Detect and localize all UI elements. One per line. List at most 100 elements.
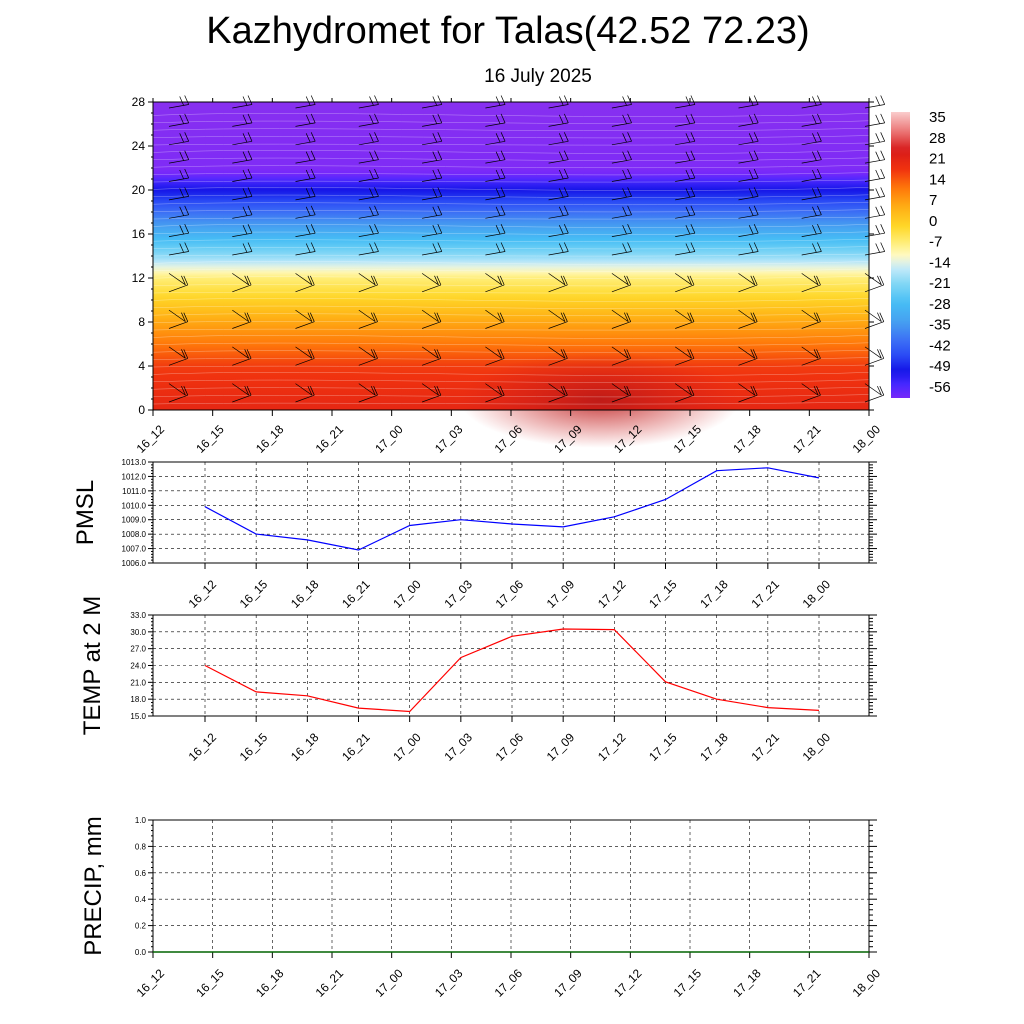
wind-barb bbox=[801, 214, 822, 219]
colorbar-label: 7 bbox=[929, 192, 937, 209]
wind-barb-flag bbox=[685, 169, 691, 180]
cross-section-panel: 0 4 8 12 16 20 24 28 16_12 16_15 16_18 16_21 17_00 17… bbox=[132, 95, 886, 456]
wind-barb-flag bbox=[753, 205, 759, 215]
wind-barb-flag bbox=[753, 168, 759, 179]
wind-barb-flag bbox=[369, 114, 374, 125]
contour-line bbox=[152, 268, 870, 272]
wind-barb bbox=[864, 177, 885, 182]
wind-barb bbox=[675, 394, 695, 403]
wind-barb bbox=[864, 321, 884, 329]
ytick-label: 24.0 bbox=[130, 662, 146, 671]
wind-barb-flag bbox=[560, 349, 566, 359]
colorbar-label: -7 bbox=[929, 234, 942, 251]
wind-barb-flag bbox=[880, 187, 886, 197]
wind-barb-flag bbox=[560, 312, 566, 322]
wind-barb bbox=[611, 273, 629, 286]
wind-barb-flag bbox=[246, 312, 252, 322]
wind-barb-flag bbox=[875, 225, 881, 235]
contour-line bbox=[152, 157, 870, 161]
wind-barb-flag bbox=[689, 386, 695, 396]
wind-barb bbox=[548, 309, 566, 322]
pmsl-xtick-label: 16_21 bbox=[339, 577, 373, 611]
wind-barb-flag bbox=[437, 242, 443, 252]
contour-line bbox=[152, 394, 870, 398]
wind-barb-flag bbox=[622, 225, 627, 235]
wind-barb bbox=[864, 383, 882, 396]
contour-line bbox=[152, 364, 870, 368]
wind-barb-flag bbox=[305, 206, 311, 216]
wind-barb-flag bbox=[307, 312, 313, 322]
wind-barb bbox=[295, 159, 316, 164]
wind-barb bbox=[738, 122, 759, 127]
wind-barb-flag bbox=[879, 312, 885, 322]
wind-barb-flag bbox=[875, 206, 881, 216]
wind-barb bbox=[864, 140, 885, 146]
wind-barb bbox=[611, 251, 632, 256]
wind-barb-flag bbox=[310, 224, 316, 234]
wind-barb-flag bbox=[626, 349, 632, 359]
wind-barb-flag bbox=[748, 243, 754, 253]
wind-barb-flag bbox=[183, 349, 189, 359]
wind-barb bbox=[358, 122, 379, 127]
wind-barb bbox=[801, 394, 821, 403]
wind-barb-flag bbox=[179, 133, 185, 143]
xs-xtick-label: 16_21 bbox=[313, 422, 347, 456]
wind-barb-flag bbox=[813, 312, 819, 322]
wind-barb-flag bbox=[752, 386, 758, 396]
wind-barb-flag bbox=[817, 132, 822, 142]
wind-barb-flag bbox=[812, 169, 817, 180]
precip-xtick-label: 17_09 bbox=[551, 966, 585, 1000]
wind-barb-flag bbox=[753, 150, 759, 160]
wind-barb bbox=[295, 284, 315, 293]
wind-barb-flag bbox=[812, 206, 817, 216]
wind-barb-flag bbox=[627, 224, 632, 234]
wind-barb-flag bbox=[181, 312, 186, 322]
wind-barb-flag bbox=[689, 275, 695, 286]
wind-barb-flag bbox=[753, 113, 759, 124]
wind-barb-flag bbox=[880, 168, 886, 179]
wind-barb bbox=[232, 394, 252, 403]
ytick-label: 16 bbox=[132, 227, 146, 241]
wind-barb-flag bbox=[184, 168, 190, 179]
wind-barb-flag bbox=[750, 312, 756, 322]
wind-barb bbox=[168, 104, 189, 109]
wind-barb-flag bbox=[500, 113, 506, 124]
wind-barb-flag bbox=[432, 243, 438, 253]
wind-barb-flag bbox=[184, 205, 190, 215]
contour-line bbox=[152, 201, 870, 206]
wind-barb-flag bbox=[373, 386, 378, 396]
ytick-label: 33.0 bbox=[130, 611, 146, 620]
wind-barb-flag bbox=[369, 151, 374, 161]
wind-barb-flag bbox=[179, 151, 185, 161]
wind-barb bbox=[485, 196, 506, 201]
contour-line bbox=[152, 238, 870, 243]
wind-barb bbox=[421, 321, 442, 329]
wind-barb-flag bbox=[875, 96, 881, 106]
wind-barb-flag bbox=[374, 113, 379, 124]
wind-barb-flag bbox=[687, 275, 692, 285]
wind-barb-flag bbox=[880, 242, 886, 252]
wind-barb-flag bbox=[500, 242, 506, 252]
wind-barb bbox=[738, 177, 759, 182]
warm-core bbox=[460, 352, 740, 448]
wind-barb bbox=[801, 104, 822, 109]
wind-barb-flag bbox=[305, 225, 311, 235]
wind-barb bbox=[295, 196, 316, 201]
precip-xtick-label: 17_03 bbox=[432, 966, 466, 1000]
wind-barb-flag bbox=[437, 95, 443, 105]
wind-barb-flag bbox=[622, 133, 627, 143]
wind-barb bbox=[548, 232, 569, 237]
wind-barb bbox=[422, 159, 442, 164]
wind-barb-flag bbox=[563, 95, 569, 105]
wind-barb-flag bbox=[244, 275, 250, 285]
contour-line bbox=[152, 261, 870, 265]
wind-barb-flag bbox=[432, 151, 438, 161]
wind-barb bbox=[421, 394, 442, 403]
pmsl-series-line bbox=[204, 467, 820, 551]
wind-barb-flag bbox=[563, 187, 569, 197]
wind-barb bbox=[295, 394, 315, 403]
wind-barb bbox=[295, 140, 316, 146]
pmsl-xtick-label: 18_00 bbox=[800, 577, 834, 611]
wind-barb bbox=[801, 358, 821, 366]
wind-barb-flag bbox=[437, 224, 443, 234]
